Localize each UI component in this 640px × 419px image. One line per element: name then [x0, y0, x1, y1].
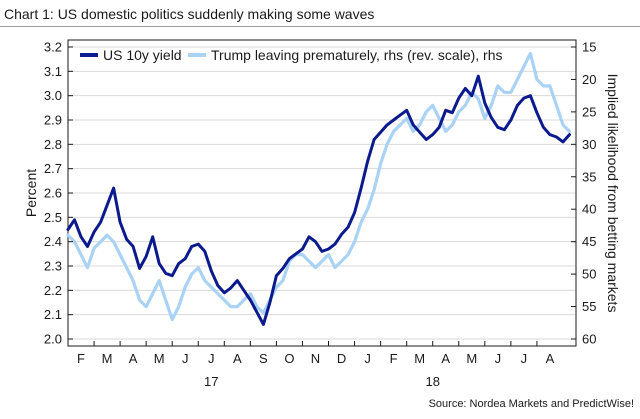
gridlines — [68, 46, 576, 340]
x-tick-label: D — [337, 351, 346, 366]
y-tick-label-right: 40 — [582, 202, 596, 217]
y-tick-label-right: 15 — [582, 40, 596, 55]
y-tick-label-left: 2.0 — [44, 332, 62, 347]
series-group — [66, 51, 572, 326]
y-tick-label-left: 2.1 — [44, 307, 62, 322]
legend-label-trump: Trump leaving prematurely, rhs (rev. sca… — [211, 47, 503, 63]
y-tick-label-left: 2.3 — [44, 259, 62, 274]
y-tick-label-right: 30 — [582, 137, 596, 152]
y-tick-label-left: 2.7 — [44, 161, 62, 176]
x-tick-label: M — [414, 351, 425, 366]
y-axis-label-left: Percent — [23, 169, 39, 217]
y-tick-label-left: 2.4 — [44, 234, 62, 249]
x-tick-label: F — [77, 351, 85, 366]
x-tick-label: J — [208, 351, 215, 366]
x-tick-label: J — [182, 351, 189, 366]
x-tick-label: N — [311, 351, 320, 366]
x-tick-label: S — [259, 351, 268, 366]
series-line-trump-leaving — [66, 51, 572, 322]
y-tick-label-left: 2.2 — [44, 283, 62, 298]
x-tick-label: F — [390, 351, 398, 366]
y-tick-label-right: 60 — [582, 332, 596, 347]
x-tick-label: M — [466, 351, 477, 366]
y-tick-label-left: 2.8 — [44, 137, 62, 152]
x-year-label: 18 — [425, 374, 439, 389]
y-tick-label-right: 25 — [582, 104, 596, 119]
chart-title: Chart 1: US domestic politics suddenly m… — [4, 6, 375, 22]
x-tick-label: A — [233, 351, 242, 366]
x-tick-label: J — [495, 351, 502, 366]
y-tick-label-left: 2.5 — [44, 210, 62, 225]
y-tick-label-right: 35 — [582, 169, 596, 184]
x-year-label: 17 — [204, 374, 218, 389]
y-axis-label-right: Implied likelihood from betting markets — [605, 74, 621, 313]
y-tick-label-right: 55 — [582, 299, 596, 314]
y-tick-label-right: 20 — [582, 72, 596, 87]
x-tick-label: A — [546, 351, 555, 366]
y-tick-label-left: 3.2 — [44, 40, 62, 55]
y-tick-label-left: 2.9 — [44, 113, 62, 128]
source-note: Source: Nordea Markets and PredictWise! — [428, 398, 634, 410]
x-tick-label: A — [129, 351, 138, 366]
y-tick-label-left: 3.0 — [44, 88, 62, 103]
y-tick-label-right: 50 — [582, 267, 596, 282]
y-tick-label-left: 2.6 — [44, 186, 62, 201]
title-divider — [0, 26, 640, 27]
x-tick-label: A — [441, 351, 450, 366]
series-line-us-10y-yield — [66, 74, 571, 326]
x-tick-label: J — [364, 351, 371, 366]
y-tick-label-left: 3.1 — [44, 64, 62, 79]
legend: US 10y yield Trump leaving prematurely, … — [80, 47, 503, 63]
ticks-group: 2.0 2.1 2.2 2.3 2.4 2.5 2.6 2.7 2.8 2.9 3.0 3.1 3.2 1… — [44, 40, 597, 390]
x-tick-label: M — [102, 351, 113, 366]
x-tick-label: J — [521, 351, 528, 366]
legend-label-yield: US 10y yield — [103, 47, 182, 63]
x-tick-label: O — [284, 351, 294, 366]
x-tick-label: M — [154, 351, 165, 366]
y-tick-label-right: 45 — [582, 234, 596, 249]
